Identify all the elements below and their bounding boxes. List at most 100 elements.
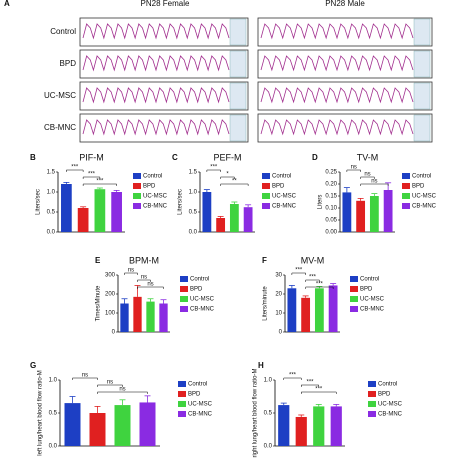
panel-letter: E [95, 256, 101, 265]
bar [301, 297, 311, 332]
sig-label: *** [96, 179, 104, 185]
legend-label: BPD [143, 184, 156, 190]
y-tick-label: 0.25 [325, 170, 337, 176]
y-tick-label: 10 [275, 311, 282, 317]
bar [133, 296, 142, 332]
legend-label: UC-MSC [272, 194, 297, 200]
legend-swatch [178, 411, 186, 417]
legend-swatch [133, 203, 141, 209]
y-tick-label: 0.0 [264, 444, 273, 450]
sig-label: ns [82, 373, 88, 379]
y-tick-label: 0.10 [325, 206, 337, 212]
y-tick-label: 0.15 [325, 194, 337, 200]
trace-box [257, 49, 433, 79]
sig-bracket [220, 176, 235, 179]
bar [159, 303, 168, 332]
waveform [260, 55, 414, 72]
legend-swatch [178, 401, 186, 407]
chart-title: BPM-M [129, 255, 159, 265]
sig-label: *** [88, 172, 96, 178]
legend-swatch [262, 203, 270, 209]
y-tick-label: 100 [105, 311, 116, 317]
sig-bracket [301, 384, 319, 387]
y-tick-label: 0.5 [49, 411, 58, 417]
legend-swatch [350, 286, 358, 292]
legend-label: CB-MNC [360, 307, 385, 313]
panel-letter: H [258, 361, 264, 370]
sig-bracket [97, 391, 148, 394]
sig-label: *** [306, 380, 314, 386]
legend-label: UC-MSC [143, 194, 168, 200]
sig-bracket [305, 279, 320, 282]
bar [111, 192, 122, 232]
y-axis-label: Liters/sec [178, 189, 184, 215]
legend-label: CB-MNC [412, 204, 437, 210]
bar [295, 416, 307, 446]
bar [287, 288, 297, 332]
waveform [260, 119, 414, 136]
sig-bracket [301, 391, 337, 394]
waveform [82, 87, 230, 104]
sig-label: ns [107, 380, 113, 386]
sig-label: ns [119, 387, 125, 393]
sig-bracket [137, 279, 151, 282]
legend-swatch [350, 296, 358, 302]
legend-swatch [262, 193, 270, 199]
trace-end [229, 114, 247, 142]
legend-swatch [180, 306, 188, 312]
sig-bracket [346, 169, 361, 172]
bar [314, 288, 324, 332]
legend-swatch [402, 173, 410, 179]
legend-swatch [180, 276, 188, 282]
y-axis-label: Liters/minute [263, 286, 269, 321]
chart-title: PEF-M [214, 152, 242, 162]
bar [278, 405, 290, 446]
sig-label: *** [309, 275, 317, 281]
legend-label: BPD [378, 392, 391, 398]
legend-label: UC-MSC [188, 402, 213, 408]
y-tick-label: 0.5 [189, 210, 198, 216]
sig-label: ns [364, 172, 370, 178]
y-axis-label: Liters [318, 195, 324, 210]
trace-end [229, 82, 247, 110]
trace-end [413, 18, 431, 46]
bar [313, 406, 325, 446]
panel-letter: A [4, 0, 10, 8]
legend-label: Control [143, 174, 162, 180]
sig-bracket [360, 183, 389, 186]
row-label: Control [50, 27, 76, 36]
legend-swatch [368, 381, 376, 387]
legend-swatch [368, 401, 376, 407]
legend-label: UC-MSC [378, 402, 403, 408]
panel-letter: F [262, 256, 267, 265]
y-tick-label: 0.0 [49, 444, 58, 450]
bar [77, 208, 89, 232]
legend-swatch [133, 173, 141, 179]
y-tick-label: 0.05 [325, 218, 337, 224]
legend-label: UC-MSC [360, 297, 385, 303]
y-tick-label: 1.0 [264, 378, 273, 384]
y-tick-label: 0 [279, 330, 283, 336]
bar [216, 218, 226, 232]
legend-label: UC-MSC [190, 297, 215, 303]
sig-bracket [82, 176, 101, 179]
sig-label: *** [289, 373, 297, 379]
legend-swatch [262, 173, 270, 179]
row-label: CB-MNC [44, 123, 76, 132]
sig-bracket [72, 377, 98, 380]
sig-bracket [124, 272, 138, 275]
column-label: PN28 Male [325, 0, 365, 8]
bar [229, 204, 239, 232]
sig-bracket [97, 384, 123, 387]
legend-swatch [180, 296, 188, 302]
bar [330, 406, 342, 446]
sig-label: ns [128, 268, 134, 274]
sig-bracket [305, 286, 334, 289]
trace-end [229, 50, 247, 78]
panel-letter: C [172, 153, 178, 162]
y-tick-label: 0.5 [47, 210, 56, 216]
legend-swatch [180, 286, 188, 292]
trace-end [413, 82, 431, 110]
legend-label: BPD [190, 287, 203, 293]
legend-label: Control [188, 382, 207, 388]
